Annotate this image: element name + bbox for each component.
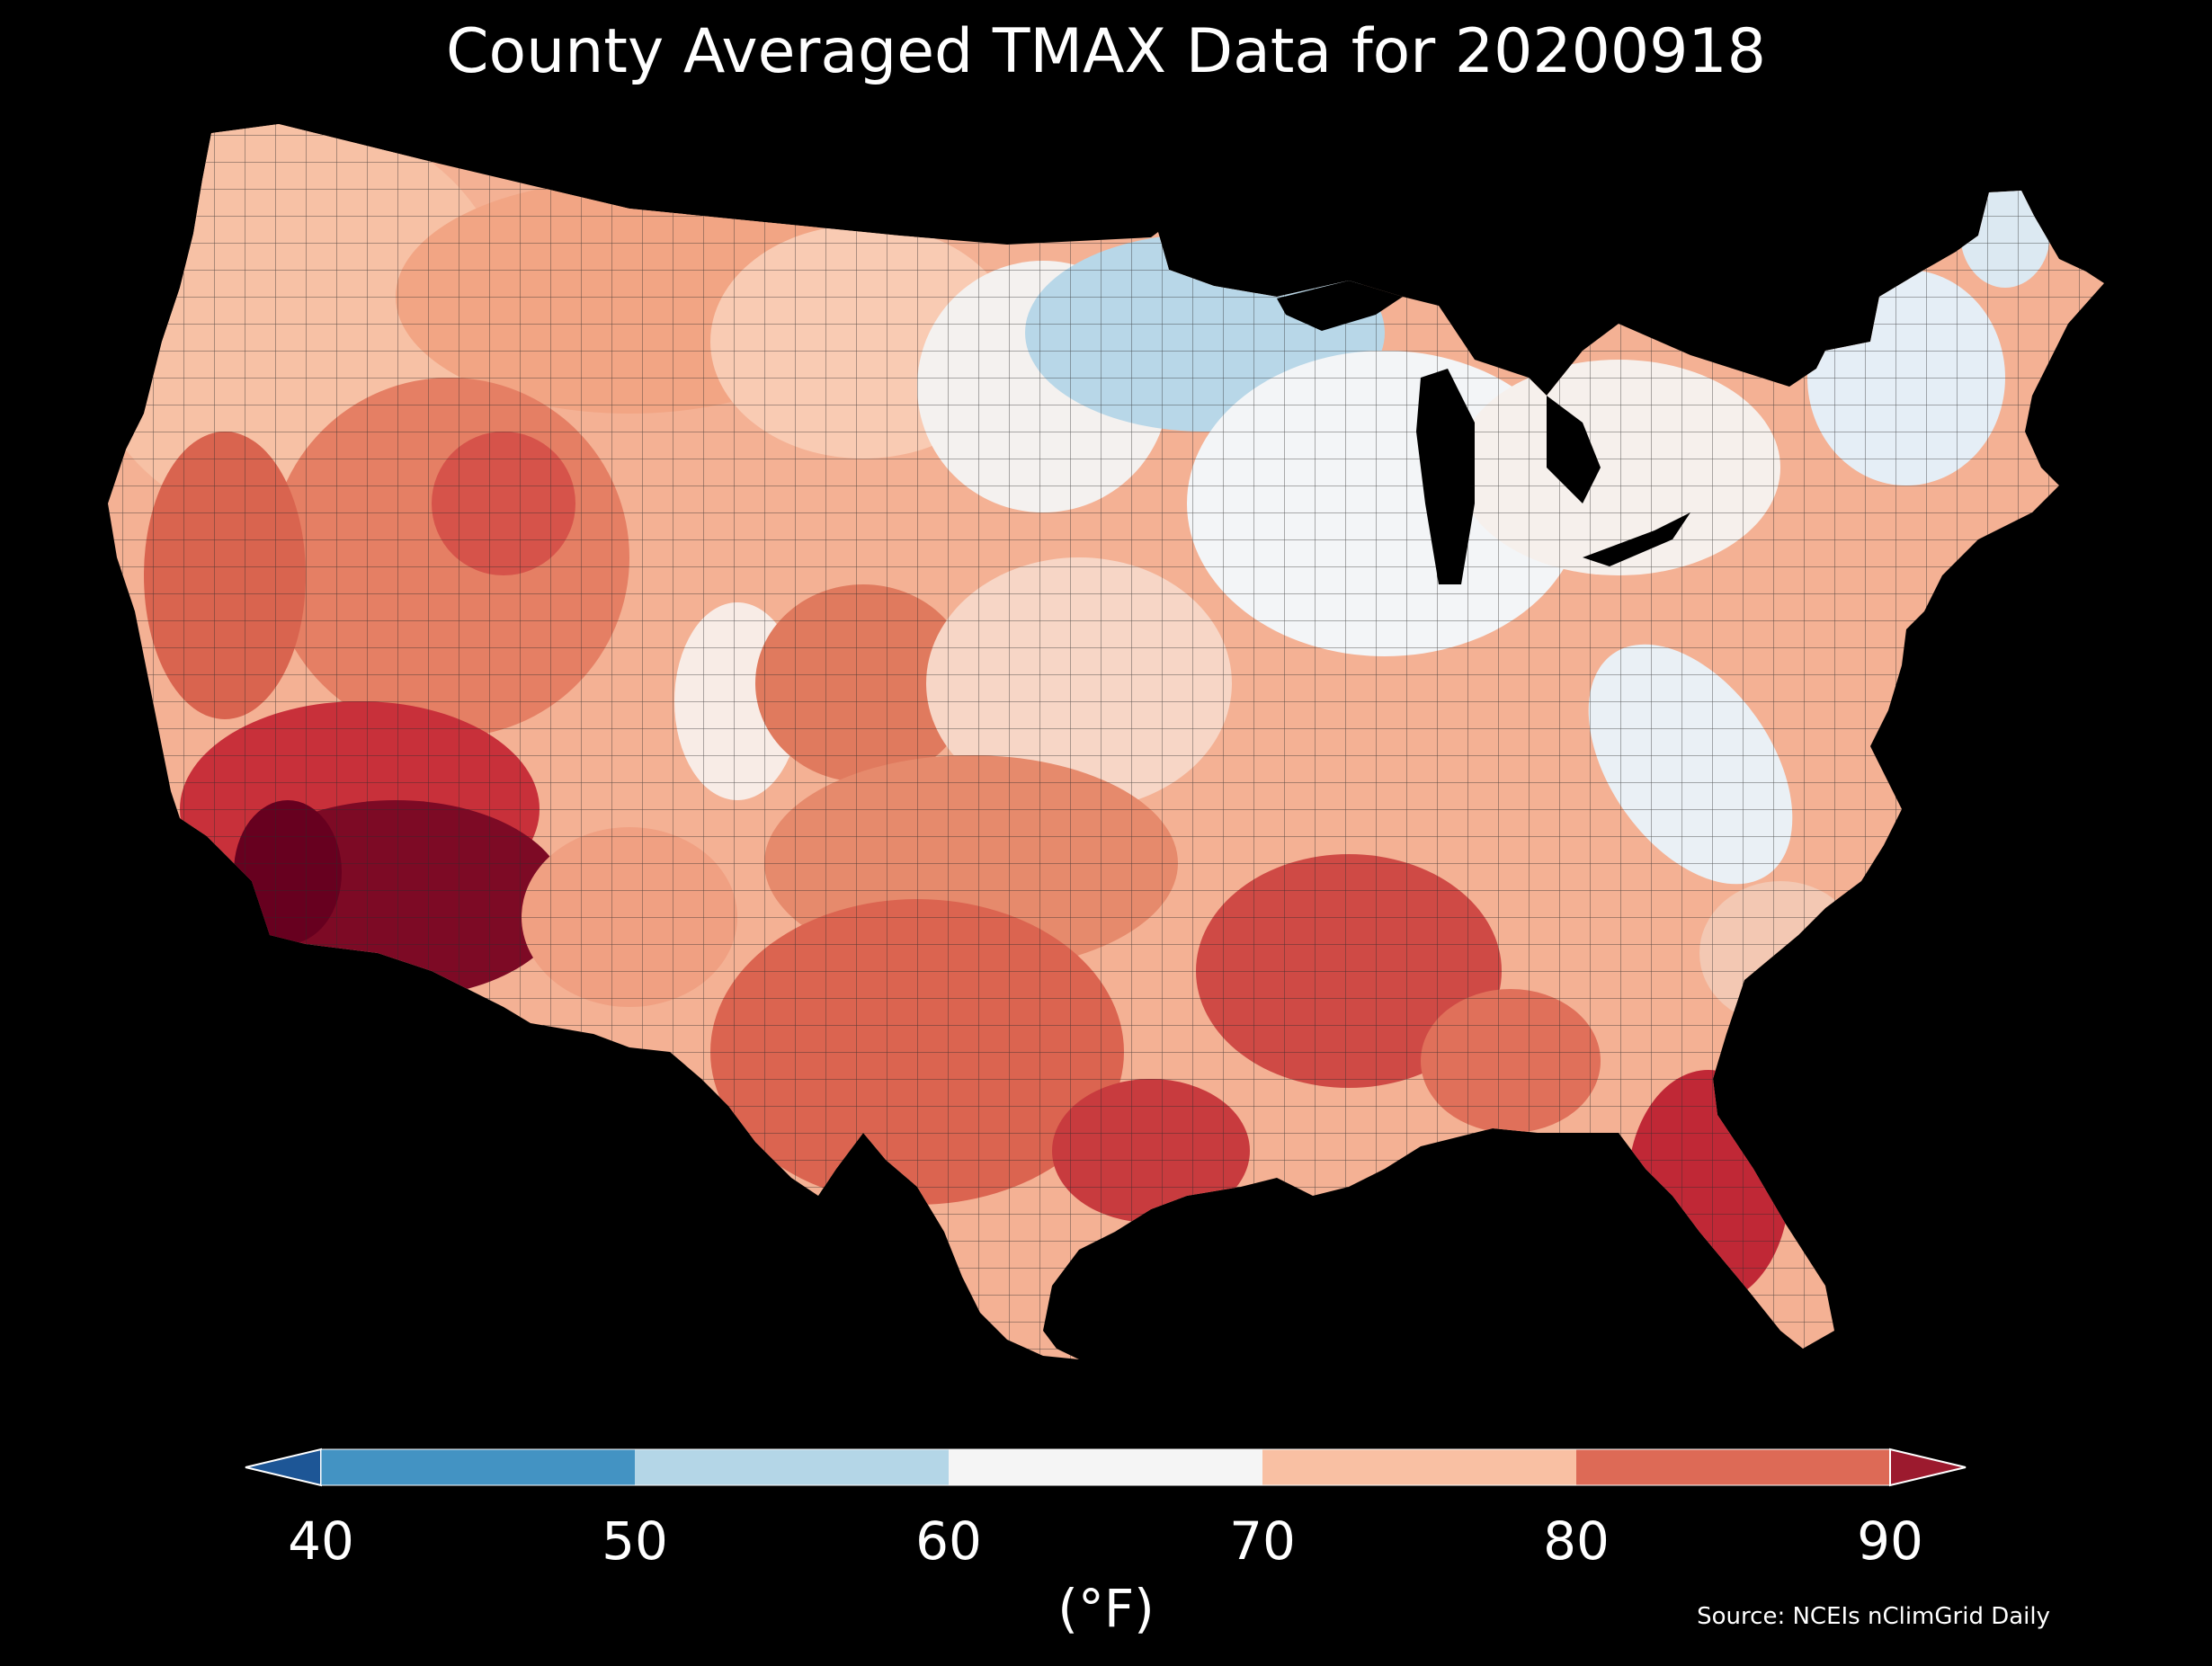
colorbar-bin-80-90 <box>1576 1449 1890 1485</box>
colorbar <box>245 1448 1967 1487</box>
colorbar-tick-label: 80 <box>1543 1510 1610 1572</box>
colorbar-tick-label: 40 <box>288 1510 354 1572</box>
lake-erie <box>1583 512 1690 566</box>
colorbar-bin-70-80 <box>1262 1449 1576 1485</box>
colorbar-over-arrow <box>1889 1448 1967 1487</box>
source-credit: Source: NCEIs nClimGrid Daily <box>1697 1603 2050 1630</box>
map-title: County Averaged TMAX Data for 20200918 <box>446 16 1766 87</box>
colorbar-under-arrow <box>245 1448 322 1487</box>
lake-superior <box>1277 281 1403 331</box>
colorbar-tick-label: 70 <box>1229 1510 1296 1572</box>
colorbar-outline <box>320 1448 1891 1486</box>
lake-huron <box>1547 396 1601 503</box>
colorbar-bin-40-50 <box>321 1449 635 1485</box>
colorbar-tick-label: 60 <box>915 1510 982 1572</box>
colorbar-tick-label: 50 <box>602 1510 668 1572</box>
colorbar-tick-label: 90 <box>1857 1510 1923 1572</box>
colorbar-bin-50-60 <box>635 1449 949 1485</box>
colorbar-bin-60-70 <box>949 1449 1262 1485</box>
lake-michigan <box>1416 369 1475 584</box>
colorbar-units-label: (°F) <box>1057 1578 1155 1639</box>
